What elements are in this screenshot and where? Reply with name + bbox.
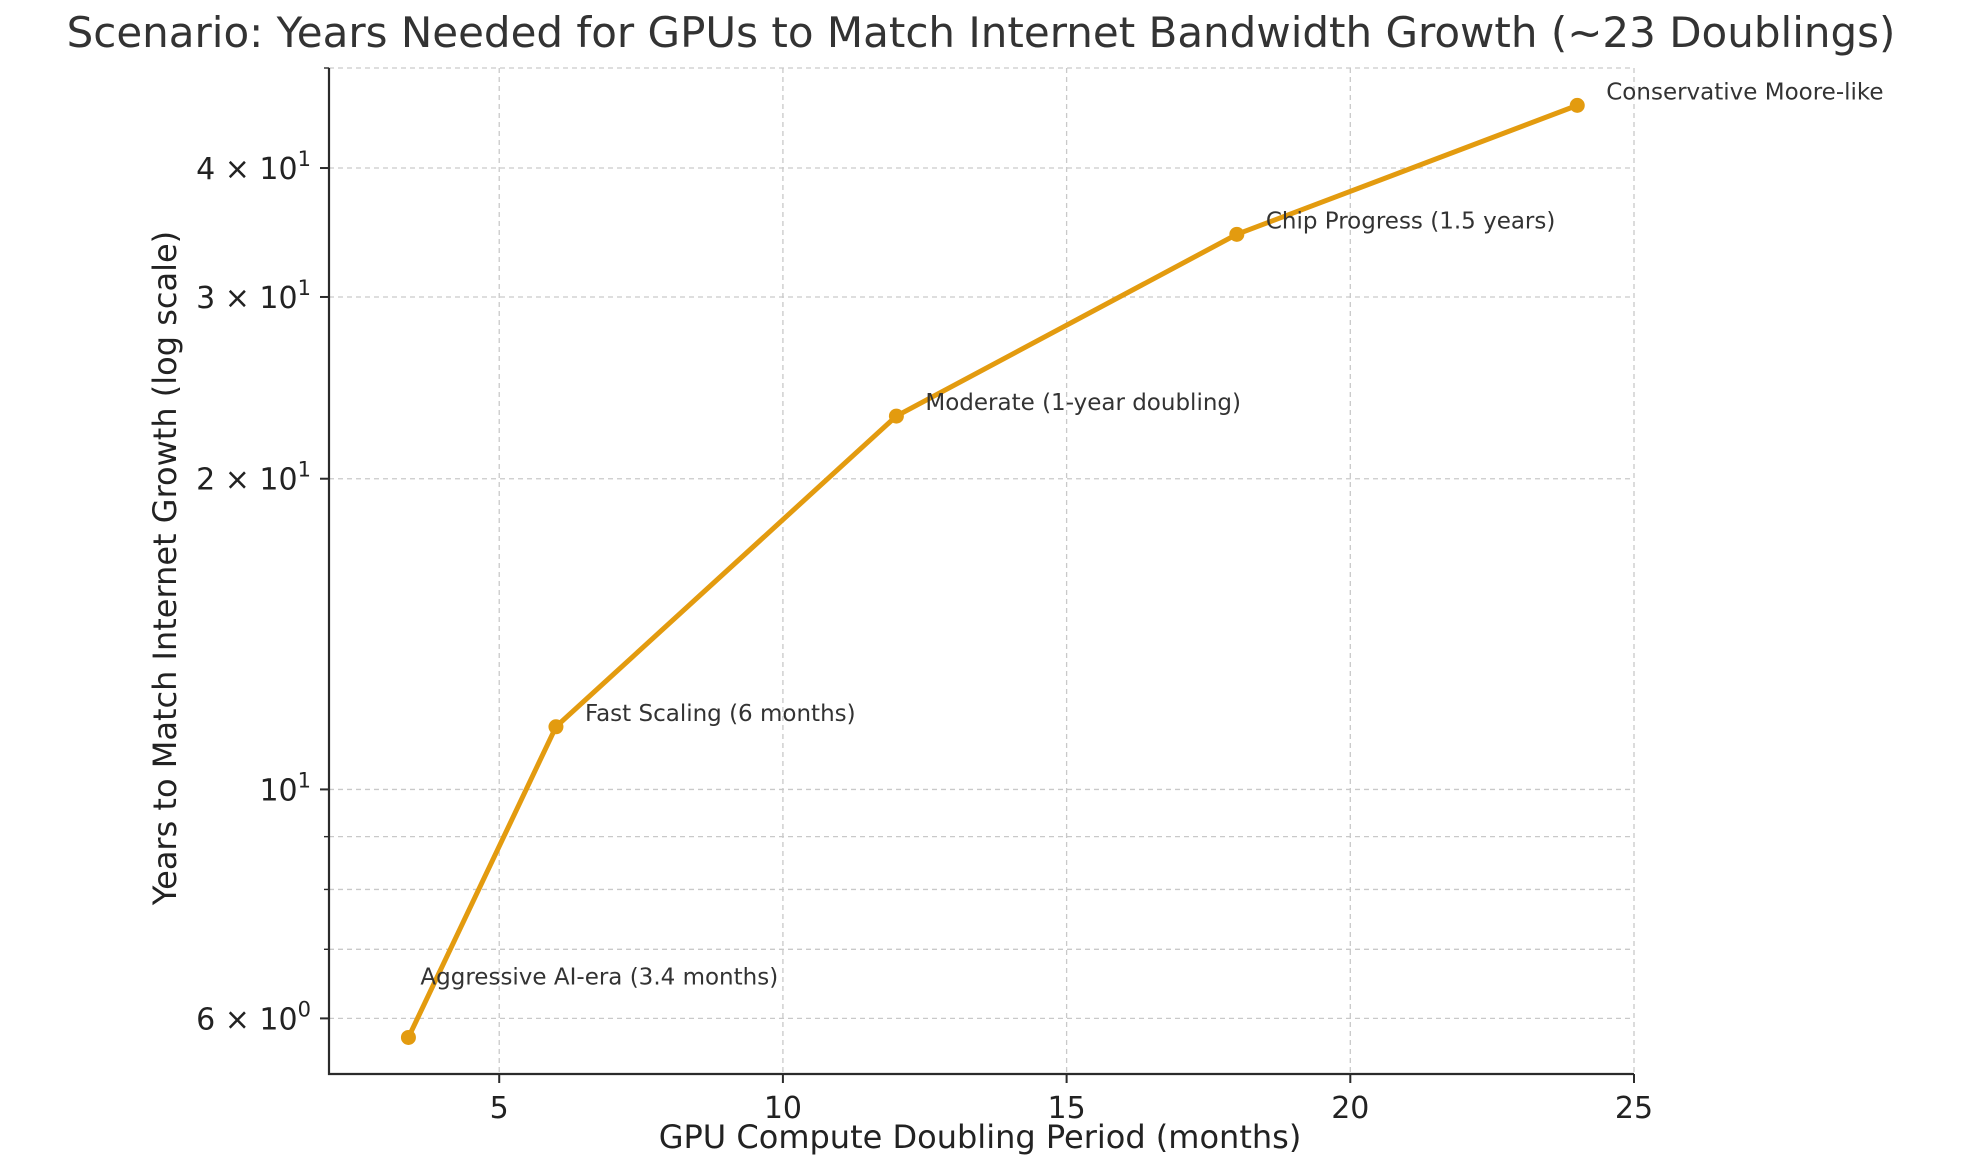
data-point-label: Fast Scaling (6 months) bbox=[585, 701, 856, 727]
data-point bbox=[548, 719, 564, 735]
y-tick-label: 6 × 100 bbox=[196, 997, 311, 1037]
data-point-label: Conservative Moore-like bbox=[1606, 79, 1883, 105]
x-axis-title: GPU Compute Doubling Period (months) bbox=[659, 1118, 1302, 1156]
y-tick-label: 4 × 101 bbox=[196, 147, 311, 187]
data-point bbox=[1569, 97, 1585, 113]
y-tick-label: 2 × 101 bbox=[196, 458, 311, 498]
y-axis-title: Years to Match Internet Growth (log scal… bbox=[146, 231, 184, 906]
data-point-label: Chip Progress (1.5 years) bbox=[1266, 208, 1556, 234]
data-labels: Aggressive AI-era (3.4 months) Fast Scali… bbox=[420, 79, 1883, 990]
x-tick-label: 10 bbox=[764, 1091, 802, 1126]
data-point bbox=[400, 1029, 416, 1045]
chart-title: Scenario: Years Needed for GPUs to Match… bbox=[67, 8, 1896, 57]
y-tick-label: 3 × 101 bbox=[196, 276, 311, 316]
data-point-label: Moderate (1-year doubling) bbox=[925, 390, 1241, 416]
axis-spines bbox=[327, 68, 1634, 1076]
x-tick-label: 20 bbox=[1331, 1091, 1369, 1126]
series-line bbox=[405, 102, 1580, 1040]
x-tick-label: 25 bbox=[1615, 1091, 1653, 1126]
x-tick-label: 5 bbox=[490, 1091, 509, 1126]
axes: 5 10 15 20 25 6 × 100 101 2 × 101 3 × 101 4 × 101 bbox=[196, 67, 1653, 1126]
data-point bbox=[1229, 226, 1245, 242]
data-point bbox=[888, 408, 904, 424]
series bbox=[400, 97, 1585, 1045]
data-point-label: Aggressive AI-era (3.4 months) bbox=[420, 964, 778, 990]
x-tick-label: 15 bbox=[1048, 1091, 1086, 1126]
y-tick-label: 101 bbox=[259, 768, 311, 808]
grid bbox=[329, 67, 1635, 1074]
